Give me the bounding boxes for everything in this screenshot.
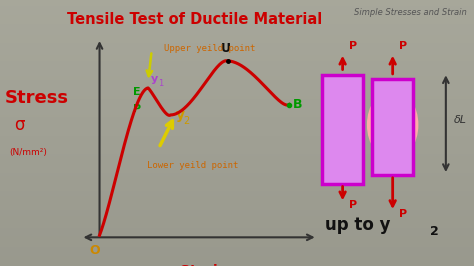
Text: P: P [133, 104, 141, 114]
Text: U: U [221, 42, 231, 55]
Text: Lower yeild point: Lower yeild point [147, 161, 238, 169]
Text: y: y [175, 108, 184, 122]
Text: Strain e: Strain e [180, 264, 242, 266]
Text: 1: 1 [157, 79, 163, 88]
Text: P: P [349, 201, 357, 210]
Text: P: P [349, 41, 357, 51]
Bar [373, 79, 413, 175]
Text: σ: σ [14, 116, 25, 134]
Text: Simple Stresses and Strain: Simple Stresses and Strain [354, 8, 467, 17]
Text: Tensile Test of Ductile Material: Tensile Test of Ductile Material [67, 12, 322, 27]
Text: Upper yeild point: Upper yeild point [164, 44, 255, 53]
Text: E: E [133, 87, 141, 97]
Circle shape [368, 90, 418, 160]
Text: 2: 2 [430, 225, 439, 238]
Text: 2: 2 [184, 116, 190, 126]
Text: P: P [399, 41, 407, 51]
Text: y: y [151, 74, 158, 84]
Text: O: O [90, 244, 100, 256]
Text: Stress: Stress [5, 89, 69, 107]
Text: B: B [293, 98, 302, 111]
Text: P: P [399, 209, 407, 219]
Text: δL: δL [454, 115, 467, 125]
Bar [322, 74, 363, 184]
Text: (N/mm²): (N/mm²) [9, 148, 47, 157]
Text: up to y: up to y [326, 216, 391, 234]
